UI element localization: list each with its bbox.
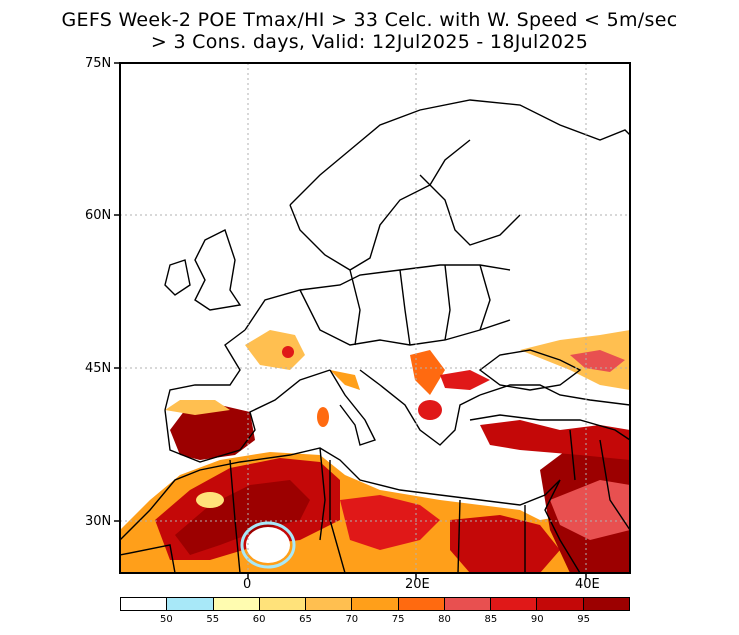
lat-label-75n: 75N bbox=[85, 56, 112, 71]
map-title-line-1: GEFS Week-2 POE Tmax/HI > 33 Celc. with … bbox=[61, 9, 678, 31]
map-title-line-2: > 3 Cons. days, Valid: 12Jul2025 - 18Jul… bbox=[150, 31, 589, 53]
legend-swatch bbox=[444, 598, 492, 610]
lat-label-60n: 60N bbox=[85, 208, 112, 223]
lon-label-0: 0 bbox=[243, 577, 252, 592]
legend-label: 70 bbox=[345, 614, 359, 625]
legend-labels: 50 55 60 65 70 75 80 85 90 95 bbox=[120, 614, 630, 628]
legend-swatch bbox=[352, 598, 399, 610]
legend-label: 65 bbox=[299, 614, 312, 625]
legend-label: 90 bbox=[530, 614, 544, 625]
legend-swatch bbox=[121, 598, 168, 610]
graticule bbox=[120, 63, 630, 573]
lat-label-45n: 45N bbox=[85, 361, 112, 376]
turkey-heat bbox=[480, 420, 630, 460]
legend-label: 95 bbox=[577, 614, 590, 625]
legend-swatch bbox=[537, 598, 584, 610]
balkans-heat bbox=[410, 350, 445, 395]
legend-swatch bbox=[583, 598, 629, 610]
legend-swatch bbox=[491, 598, 538, 610]
lon-label-20e: 20E bbox=[405, 577, 430, 592]
lon-label-40e: 40E bbox=[575, 577, 600, 592]
legend-label: 60 bbox=[252, 614, 266, 625]
legend-label: 80 bbox=[438, 614, 451, 625]
coastlines bbox=[120, 99, 630, 573]
legend-swatch bbox=[213, 598, 260, 610]
legend-label: 85 bbox=[484, 614, 498, 625]
legend-swatch bbox=[306, 598, 353, 610]
legend-label: 75 bbox=[391, 614, 405, 625]
map-frame bbox=[119, 62, 631, 574]
legend-swatch bbox=[167, 598, 214, 610]
france-heat bbox=[245, 330, 305, 370]
legend-swatch bbox=[398, 598, 445, 610]
caucasus-heat bbox=[520, 330, 630, 390]
legend-label: 50 bbox=[159, 614, 173, 625]
legend-label: 55 bbox=[206, 614, 220, 625]
iberia-heat bbox=[170, 405, 255, 460]
italy-heat bbox=[330, 370, 360, 390]
lat-label-30n: 30N bbox=[85, 514, 112, 529]
axis-ticks bbox=[114, 62, 587, 579]
legend-swatch bbox=[259, 598, 307, 610]
color-legend bbox=[120, 597, 630, 611]
